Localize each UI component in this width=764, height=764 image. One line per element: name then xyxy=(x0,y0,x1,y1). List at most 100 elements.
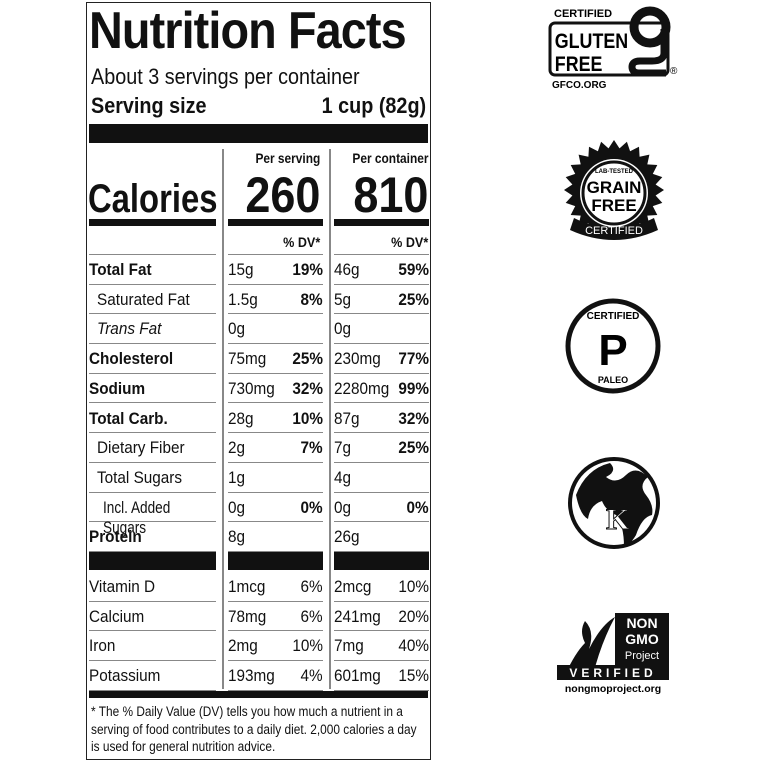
svg-text:nongmoproject.org: nongmoproject.org xyxy=(565,683,661,695)
nutrient-name: Dietary Fiber xyxy=(97,438,185,458)
nutrient-name: Sodium xyxy=(89,378,146,398)
nutrient-name: Saturated Fat xyxy=(97,289,190,309)
container-amount: 26g xyxy=(334,527,360,547)
svg-text:GFCO.ORG: GFCO.ORG xyxy=(552,80,607,91)
grain-free-certified-logo: LAB-TESTED GRAIN FREE CERTIFIED xyxy=(564,140,664,240)
calories-per-container: 810 xyxy=(352,167,428,223)
serving-size-value: 1 cup (82g) xyxy=(321,93,426,118)
serving-amount: 0g xyxy=(228,497,246,517)
nutrient-name: Total Carb. xyxy=(89,408,168,428)
container-amount: 5g xyxy=(334,289,352,309)
svg-text:GRAIN: GRAIN xyxy=(587,178,642,197)
container-daily-value: 40% xyxy=(398,636,429,656)
svg-text:®: ® xyxy=(670,66,678,77)
row-divider xyxy=(334,225,429,255)
container-amount: 7mg xyxy=(334,636,364,656)
nutrient-name: Incl. Added Sugars xyxy=(103,497,171,537)
nutrient-row: Protein 8g 26g xyxy=(87,522,432,552)
container-daily-value: 10% xyxy=(398,577,429,596)
serving-daily-value: 25% xyxy=(292,349,323,369)
nutrient-row: Cholesterol 75mg 25% 230mg 77% xyxy=(87,344,432,374)
footnote-divider xyxy=(89,691,428,698)
container-amount: 601mg xyxy=(334,666,381,686)
svg-text:FREE: FREE xyxy=(591,196,636,215)
dv-header-container: % DV* xyxy=(390,234,428,250)
row-divider xyxy=(89,225,216,255)
serving-daily-value: 4% xyxy=(300,666,323,686)
serving-daily-value: 19% xyxy=(292,260,323,279)
container-daily-value: 99% xyxy=(398,378,429,398)
per-container-header: Per container xyxy=(351,150,428,166)
nutrient-name: Trans Fat xyxy=(97,319,162,339)
container-amount: 2280mg xyxy=(334,378,390,398)
serving-daily-value: 6% xyxy=(300,577,323,596)
container-amount: 7g xyxy=(334,438,352,458)
serving-amount: 1.5g xyxy=(228,289,258,309)
nutrient-row: Total Carb. 28g 10% 87g 32% xyxy=(87,404,432,434)
column-divider xyxy=(329,149,331,689)
nutrient-row: Saturated Fat 1.5g 8% 5g 25% xyxy=(87,285,432,315)
svg-text:K: K xyxy=(606,503,630,536)
nutrient-row: Total Sugars 1g 4g xyxy=(87,463,432,493)
nutrient-row: Calcium 78mg 6% 241mg 20% xyxy=(87,602,432,632)
nutrient-name: Cholesterol xyxy=(89,349,174,369)
serving-amount: 193mg xyxy=(228,666,275,686)
servings-per-container: About 3 servings per container xyxy=(91,64,360,89)
row-divider xyxy=(228,225,323,255)
serving-amount: 28g xyxy=(228,408,254,428)
svg-text:P: P xyxy=(598,326,627,375)
nutrient-name: Calcium xyxy=(89,606,145,626)
serving-daily-value: 6% xyxy=(300,606,323,626)
container-amount: 0g xyxy=(334,319,352,339)
column-divider xyxy=(222,149,224,689)
vitamin-divider xyxy=(334,552,429,570)
nutrient-name: Potassium xyxy=(89,666,161,686)
container-daily-value: 59% xyxy=(398,260,429,279)
container-amount: 0g xyxy=(334,497,352,517)
serving-amount: 1g xyxy=(228,467,246,487)
dv-header-serving: % DV* xyxy=(282,234,320,250)
vitamin-divider xyxy=(89,552,216,570)
serving-amount: 2mg xyxy=(228,636,258,656)
container-amount: 4g xyxy=(334,467,352,487)
svg-text:VERIFIED: VERIFIED xyxy=(569,666,656,680)
nutrient-row: Dietary Fiber 2g 7% 7g 25% xyxy=(87,433,432,463)
container-amount: 230mg xyxy=(334,349,381,369)
nutrient-name: Protein xyxy=(89,527,142,547)
nutrient-row: Potassium 193mg 4% 601mg 15% xyxy=(87,661,432,691)
svg-text:LAB-TESTED: LAB-TESTED xyxy=(595,169,634,175)
calories-per-serving: 260 xyxy=(244,167,320,223)
svg-text:CERTIFIED: CERTIFIED xyxy=(554,8,612,20)
nutrient-row: Iron 2mg 10% 7mg 40% xyxy=(87,631,432,662)
container-amount: 241mg xyxy=(334,606,381,626)
serving-daily-value: 10% xyxy=(292,636,323,656)
footnote: * The % Daily Value (DV) tells you how m… xyxy=(91,704,417,754)
kosher-globe-logo: K xyxy=(568,457,660,549)
calories-label: Calories xyxy=(88,177,218,221)
nutrient-name: Iron xyxy=(89,636,116,656)
non-gmo-project-verified-logo: NON GMO Project VERIFIED nongmoproject.o… xyxy=(557,613,669,695)
container-amount: 87g xyxy=(334,408,360,428)
nutrient-name: Vitamin D xyxy=(89,577,156,596)
svg-text:NON: NON xyxy=(626,615,657,631)
serving-daily-value: 8% xyxy=(300,289,323,309)
serving-daily-value: 32% xyxy=(292,378,323,398)
serving-amount: 8g xyxy=(228,527,246,547)
svg-text:CERTIFIED: CERTIFIED xyxy=(585,225,643,237)
calories-divider xyxy=(334,219,429,226)
container-daily-value: 25% xyxy=(398,289,429,309)
certified-paleo-logo: CERTIFIED P PALEO xyxy=(565,298,661,394)
calories-divider xyxy=(89,219,216,226)
serving-amount: 75mg xyxy=(228,349,267,369)
nutrient-row: Vitamin D 1mcg 6% 2mcg 10% xyxy=(87,572,432,602)
svg-text:GMO: GMO xyxy=(625,631,659,647)
serving-amount: 78mg xyxy=(228,606,267,626)
per-serving-header: Per serving xyxy=(255,150,320,166)
container-daily-value: 32% xyxy=(398,408,429,428)
svg-text:PALEO: PALEO xyxy=(598,375,628,385)
container-daily-value: 25% xyxy=(398,438,429,458)
container-daily-value: 20% xyxy=(398,606,429,626)
serving-amount: 1mcg xyxy=(228,577,266,596)
container-daily-value: 15% xyxy=(398,666,429,686)
nutrient-row: Incl. Added Sugars 0g 0% 0g 0% xyxy=(87,493,432,537)
